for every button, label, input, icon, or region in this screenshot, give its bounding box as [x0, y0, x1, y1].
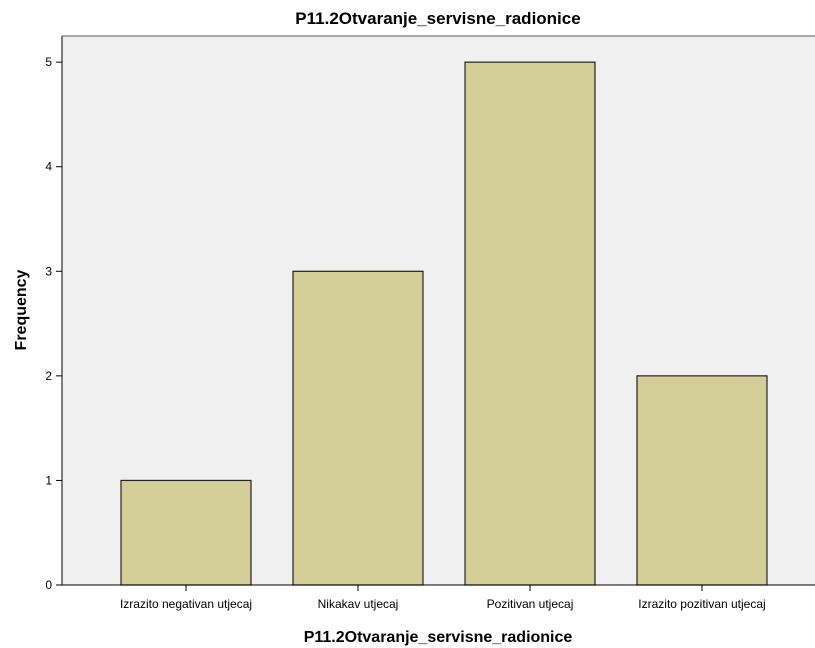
axes-layer: Izrazito negativan utjecaj Nikakav utjeca…	[45, 35, 815, 611]
bar-3	[464, 61, 596, 586]
chart-title: P11.2Otvaranje_servisne_radionice	[295, 9, 580, 28]
y-tick-label-0: 0	[45, 578, 52, 592]
bar-4	[636, 375, 768, 586]
y-tick-label-1: 1	[45, 473, 52, 487]
y-tick-label-3: 3	[45, 264, 52, 278]
y-tick-label-5: 5	[45, 55, 52, 69]
bar-2	[292, 270, 424, 586]
x-tick-label-1: Izrazito negativan utjecaj	[120, 597, 252, 611]
y-tick-label-2: 2	[45, 369, 52, 383]
bar-1	[120, 479, 252, 586]
y-axis-title: Frequency	[13, 269, 30, 350]
y-tick-label-4: 4	[45, 160, 52, 174]
x-tick-label-4: Izrazito pozitivan utjecaj	[638, 597, 765, 611]
x-tick-label-3: Pozitivan utjecaj	[487, 597, 574, 611]
x-axis-title: P11.2Otvaranje_servisne_radionice	[304, 629, 573, 646]
x-tick-label-2: Nikakav utjecaj	[318, 597, 399, 611]
bars-layer	[120, 61, 768, 586]
